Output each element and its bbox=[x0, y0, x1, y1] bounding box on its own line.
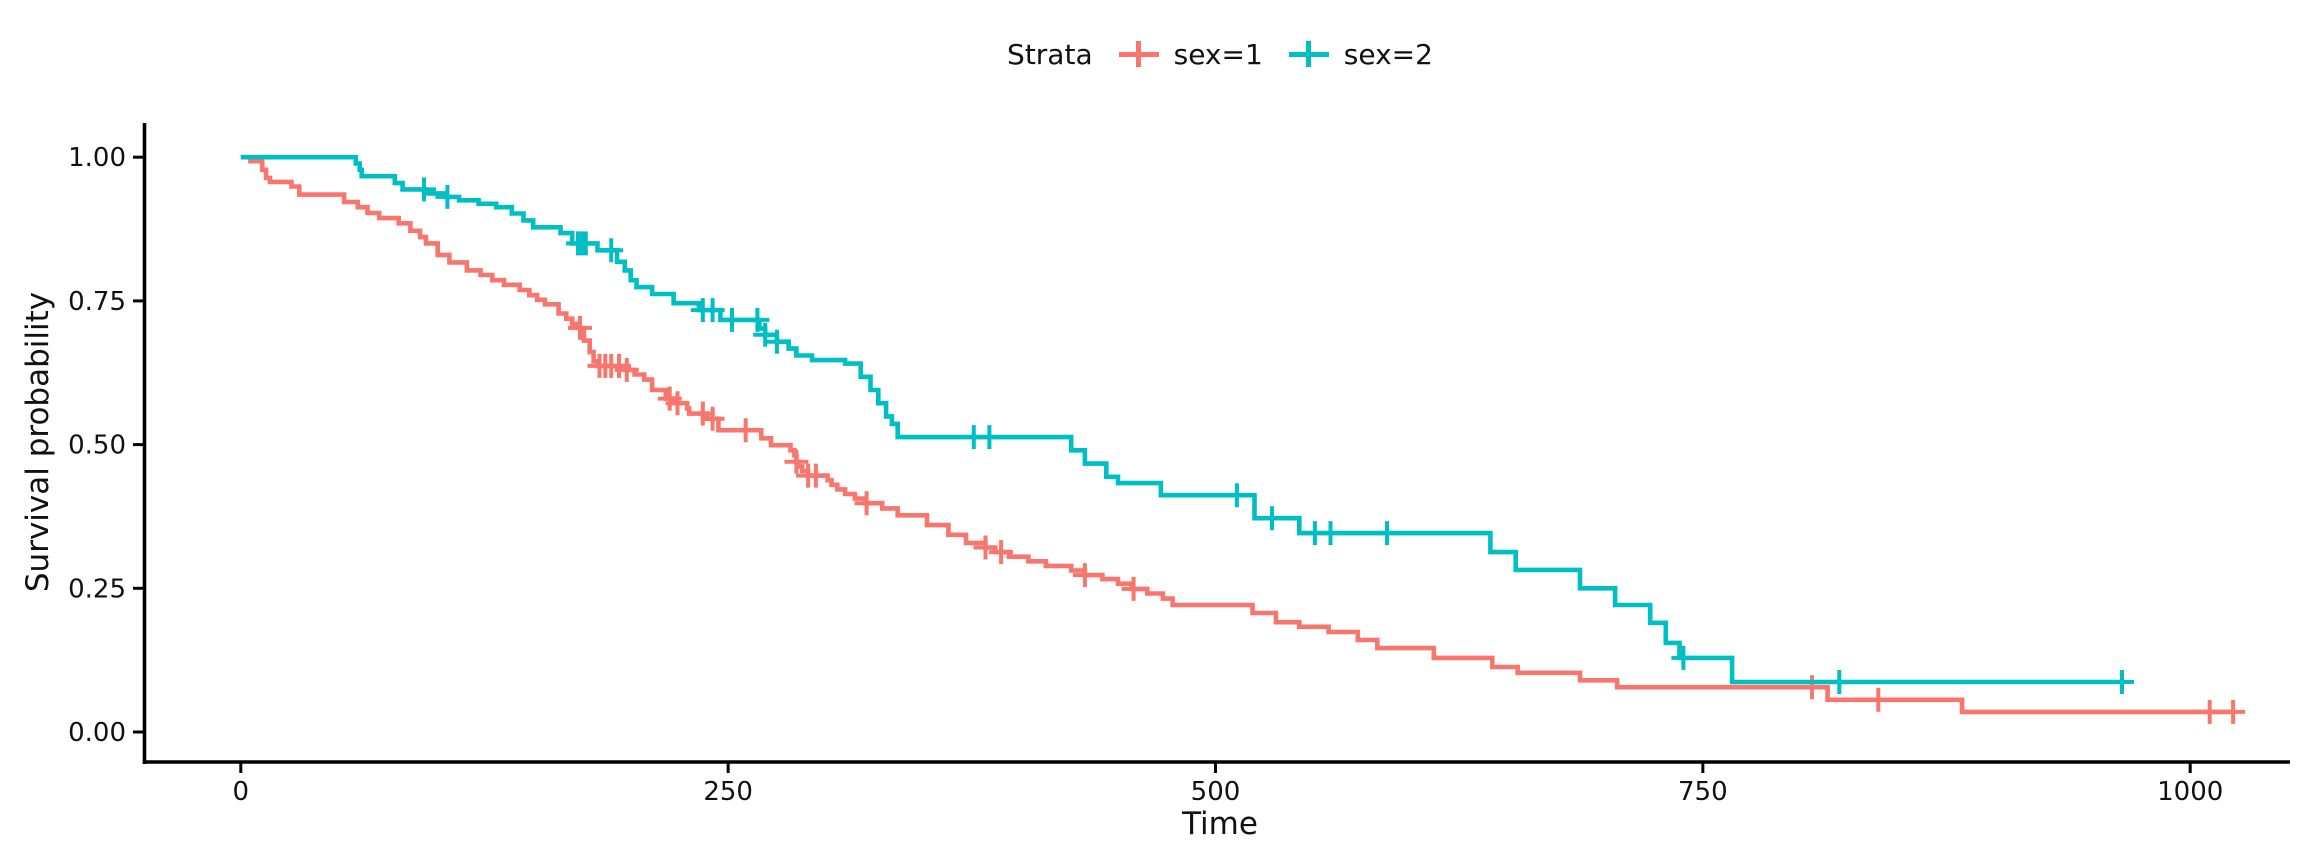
censor-marks-sex-1 bbox=[568, 315, 2246, 724]
censor-marks-sex-2 bbox=[412, 177, 2134, 694]
y-tick-label: 1.00 bbox=[68, 143, 126, 173]
x-tick-label: 1000 bbox=[2157, 777, 2223, 807]
y-tick-label: 0.50 bbox=[68, 431, 126, 461]
legend: Strata sex=1 sex=2 bbox=[145, 28, 2295, 80]
x-axis-title: Time bbox=[1182, 806, 1258, 842]
survival-curve-sex-1 bbox=[240, 154, 2234, 715]
x-tick-label: 750 bbox=[1678, 777, 1728, 807]
y-tick-label: 0.75 bbox=[68, 287, 126, 317]
x-tick-label: 250 bbox=[703, 777, 753, 807]
legend-title: Strata bbox=[1007, 37, 1093, 71]
y-tick-label: 0.00 bbox=[68, 718, 126, 748]
censor-plus-icon bbox=[1288, 41, 1329, 67]
legend-item-sex-1: sex=1 bbox=[1118, 37, 1263, 71]
y-axis-title: Survival probability bbox=[20, 291, 56, 593]
x-tick-label: 0 bbox=[233, 777, 250, 807]
x-tick-label: 500 bbox=[1191, 777, 1241, 807]
legend-item-sex-2: sex=2 bbox=[1288, 37, 1433, 71]
legend-label: sex=1 bbox=[1173, 37, 1263, 71]
legend-label: sex=2 bbox=[1343, 37, 1433, 71]
y-tick-label: 0.25 bbox=[68, 574, 126, 604]
censor-plus-icon bbox=[1118, 41, 1159, 67]
